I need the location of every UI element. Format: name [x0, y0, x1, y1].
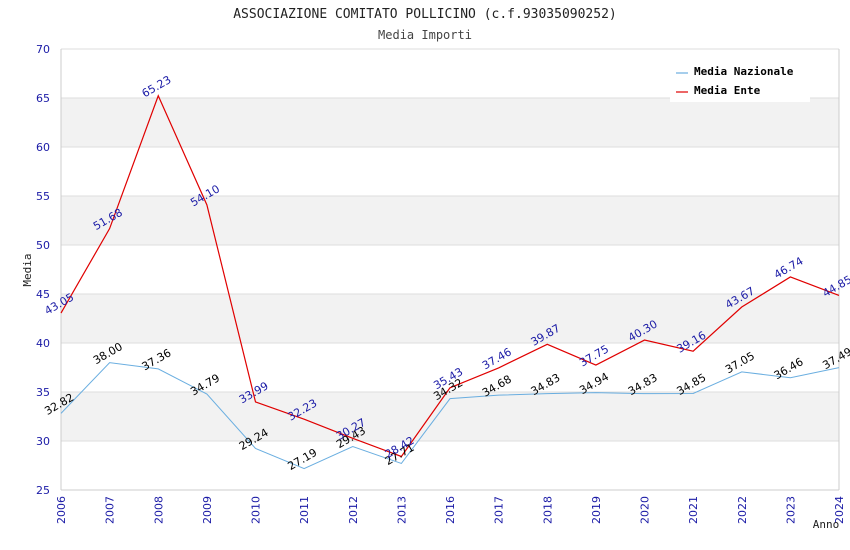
data-label: 36.46: [772, 355, 806, 382]
series-lines: [60, 94, 840, 470]
x-tick-label: 2013: [395, 496, 408, 524]
y-tick-label: 25: [36, 484, 50, 497]
x-tick-label: 2011: [298, 496, 311, 524]
x-tick-label: 2016: [444, 496, 457, 524]
x-tick-label: 2024: [833, 496, 846, 524]
legend: Media Nazionale Media Ente: [670, 60, 810, 102]
y-tick-label: 35: [36, 386, 50, 399]
x-tick-label: 2006: [55, 496, 68, 524]
x-tick-label: 2023: [784, 496, 797, 524]
y-tick-label: 40: [36, 337, 50, 350]
x-tick-label: 2017: [493, 496, 506, 524]
grid-band: [61, 98, 839, 147]
data-label: 27.19: [285, 446, 319, 473]
data-label: 38.00: [91, 340, 125, 367]
legend-label-nazionale: Media Nazionale: [694, 65, 794, 78]
x-tick-label: 2022: [736, 496, 749, 524]
y-tick-label: 45: [36, 288, 50, 301]
x-tick-label: 2021: [687, 496, 700, 524]
x-tick-label: 2012: [347, 496, 360, 524]
x-tick-label: 2019: [590, 496, 603, 524]
legend-label-ente: Media Ente: [694, 84, 761, 97]
x-tick-label: 2009: [201, 496, 214, 524]
x-axis-label: Anno: [813, 518, 840, 531]
chart-title: ASSOCIAZIONE COMITATO POLLICINO (c.f.930…: [233, 7, 617, 22]
x-tick-label: 2018: [541, 496, 554, 524]
data-label: 65.23: [140, 73, 174, 100]
y-tick-label: 65: [36, 92, 50, 105]
y-axis-label: Media: [21, 253, 34, 286]
series-line-ente: [60, 94, 840, 458]
y-tick-label: 30: [36, 435, 50, 448]
grid-band: [61, 392, 839, 441]
grid-band: [61, 196, 839, 245]
x-tick-label: 2010: [250, 496, 263, 524]
background-bands: [61, 98, 839, 441]
y-tick-label: 70: [36, 43, 50, 56]
y-tick-label: 50: [36, 239, 50, 252]
y-axis-ticks: 25 30 35 40 45 50 55 60 65 70: [36, 43, 50, 497]
chart-subtitle: Media Importi: [378, 28, 472, 42]
x-tick-label: 2020: [639, 496, 652, 524]
x-tick-label: 2007: [104, 496, 117, 524]
legend-box: [670, 60, 810, 102]
series-line-nazionale: [60, 362, 840, 470]
grid-band: [61, 294, 839, 343]
gridlines: [60, 48, 840, 491]
x-tick-label: 2008: [152, 496, 165, 524]
y-tick-label: 60: [36, 141, 50, 154]
data-label: 37.36: [140, 346, 174, 373]
x-axis-ticks: 2006 2007 2008 2009 2010 2011 2012 2013 2016 2017…: [55, 496, 846, 524]
y-tick-label: 55: [36, 190, 50, 203]
data-label: 37.75: [577, 343, 611, 370]
